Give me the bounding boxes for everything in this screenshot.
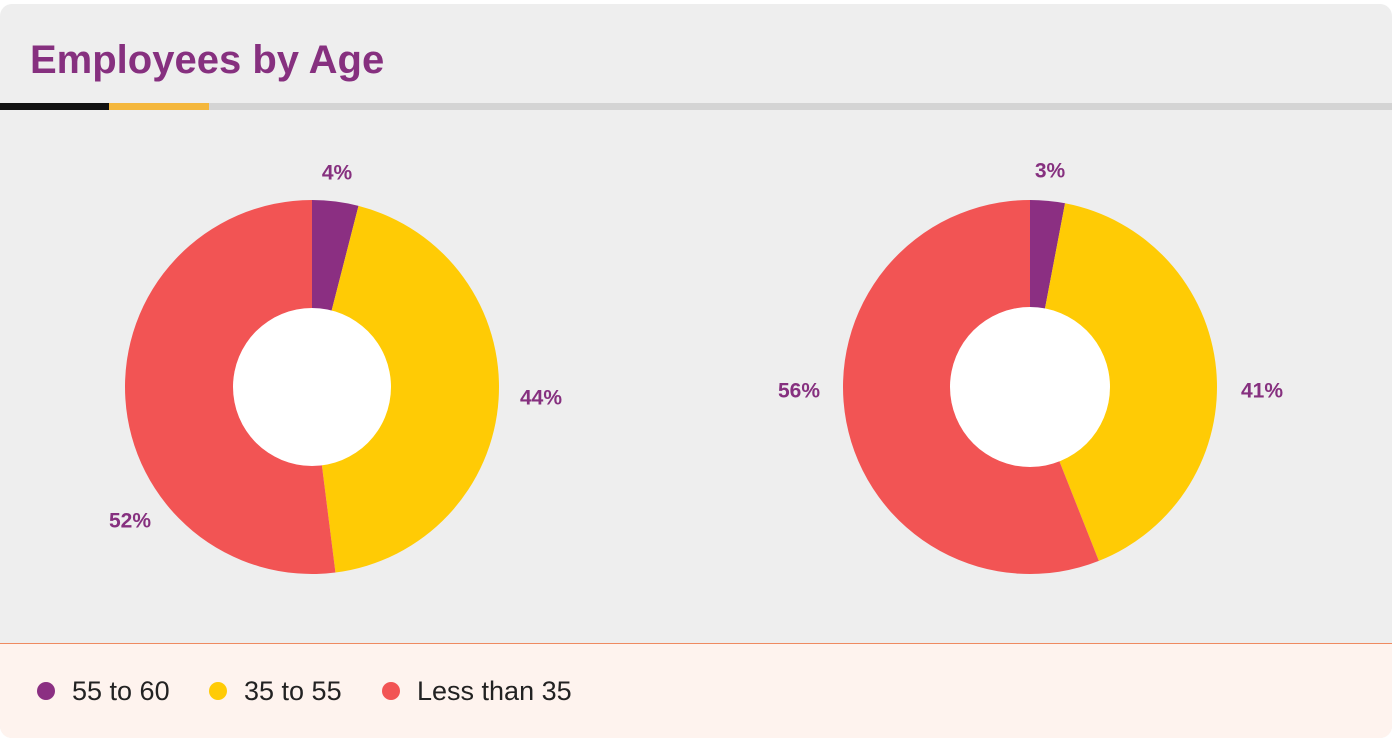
donut-slice-less-than-35[interactable] [125,199,336,574]
data-label-35-to-55: 41% [1241,380,1283,403]
page-title: Employees by Age [30,38,385,82]
legend-item-35-to-55[interactable]: 35 to 55 [209,673,342,709]
data-label-less-than-35: 56% [778,380,820,403]
donut-hole [233,308,391,466]
legend-label: Less than 35 [417,675,572,706]
donut-slice-35-to-55[interactable] [312,205,500,573]
title-underline [0,103,1392,110]
legend-dot-35-to-55 [209,682,227,700]
data-label-less-than-35: 52% [109,510,151,533]
underline-accent-black [0,103,109,110]
data-label-35-to-55: 44% [520,387,562,410]
legend-item-less-than-35[interactable]: Less than 35 [382,673,572,709]
legend-dot-less-than-35 [382,682,400,700]
chart-legend: 55 to 60 35 to 55 Less than 35 [0,643,1392,738]
data-label-55-to-60: 4% [322,162,353,185]
donut-chart-left: 4% 44% 52% [109,162,562,574]
legend-dot-55-to-60 [37,682,55,700]
donut-hole [950,307,1110,467]
legend-item-55-to-60[interactable]: 55 to 60 [37,673,170,709]
donut-slice-35-to-55[interactable] [1030,203,1217,561]
donut-chart-right: 3% 41% 56% [778,160,1283,574]
underline-accent-gold [109,103,209,110]
legend-label: 55 to 60 [72,675,170,706]
data-label-55-to-60: 3% [1035,160,1066,183]
legend-label: 35 to 55 [244,675,342,706]
